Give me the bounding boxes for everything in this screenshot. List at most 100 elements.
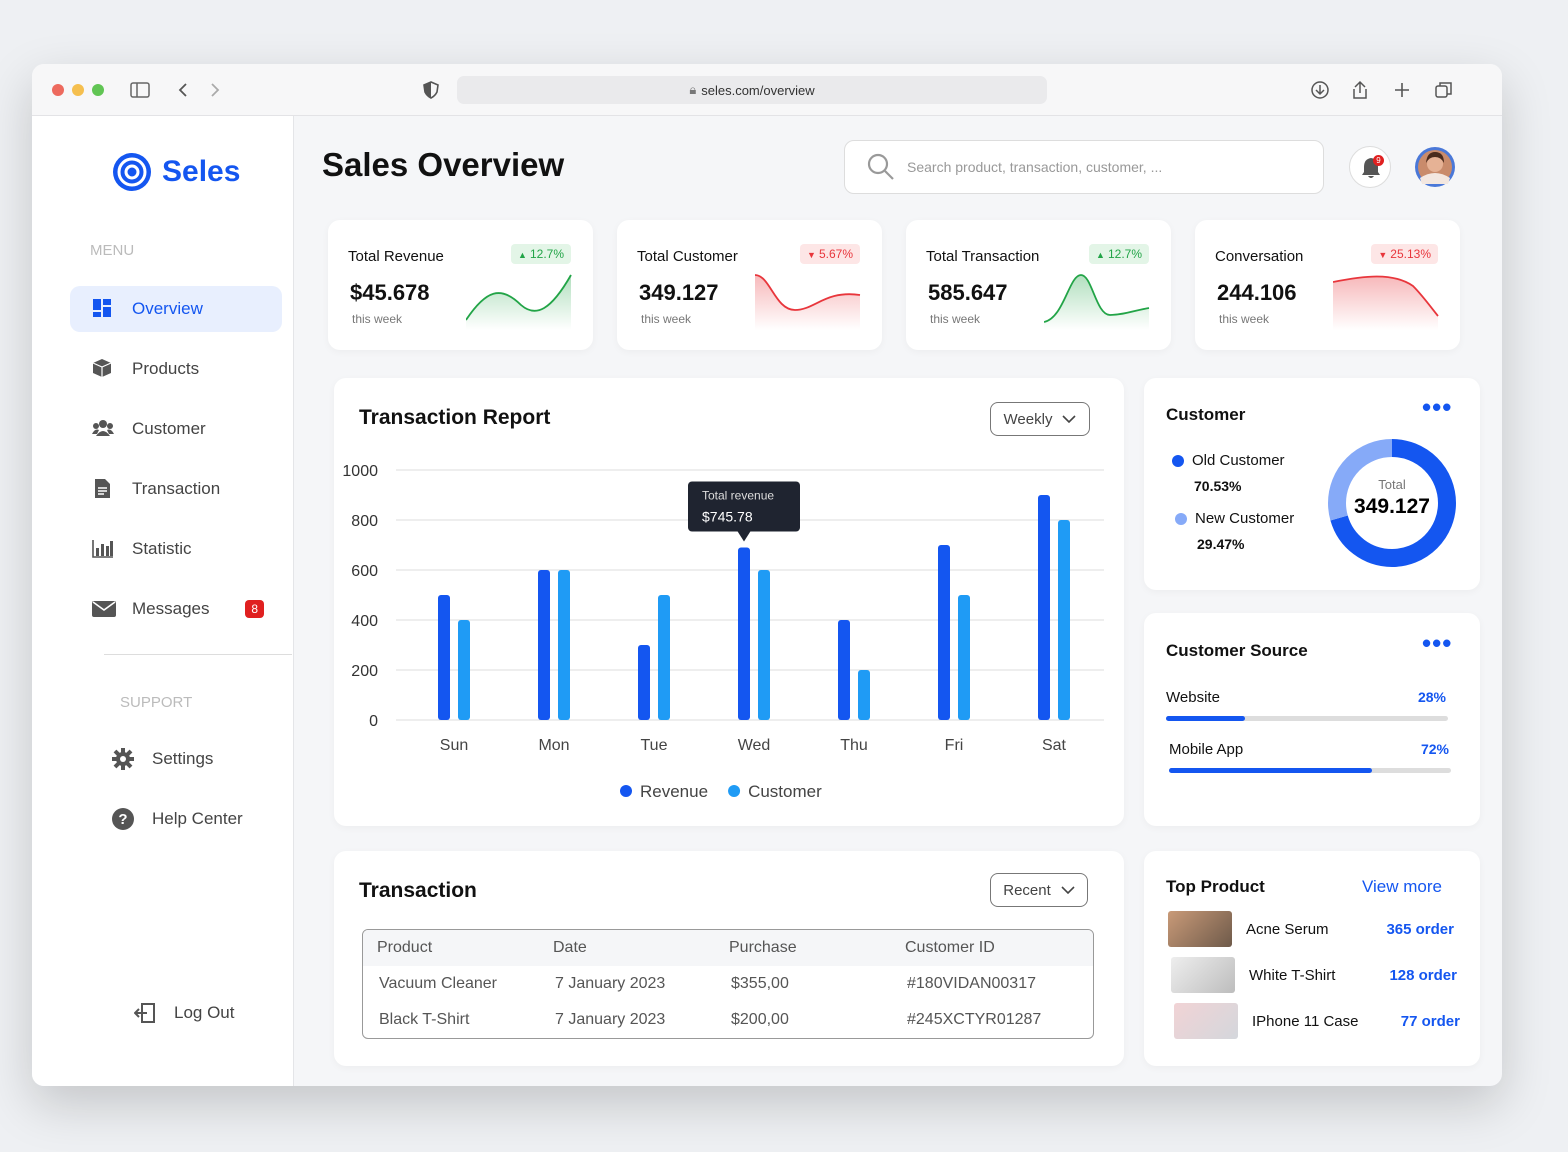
menu-item[interactable]: Statistic: [70, 526, 282, 572]
bar: [638, 645, 650, 720]
top-product-card: Top Product View more Acne Serum 365 orde…: [1144, 851, 1480, 1066]
tooltip-title: Total revenue: [702, 489, 774, 503]
legend-value: 29.47%: [1197, 536, 1245, 552]
period-select[interactable]: Weekly: [990, 402, 1090, 436]
tooltip: Total revenue $745.78: [688, 481, 800, 542]
support-item[interactable]: ? Help Center: [90, 796, 282, 842]
tooltip-value: $745.78: [702, 509, 753, 525]
menu-item[interactable]: Customer: [70, 406, 282, 452]
product-image: [1168, 911, 1232, 947]
menu-label: Products: [132, 359, 200, 378]
shield-icon: [423, 81, 439, 99]
lock-icon: 🔒︎: [689, 82, 697, 97]
menu-item[interactable]: Products: [70, 346, 282, 392]
nav-buttons[interactable]: [130, 80, 240, 100]
donut-chart: Total 349.127: [1328, 439, 1456, 567]
bar: [1058, 520, 1070, 720]
logout[interactable]: Log Out: [112, 990, 282, 1036]
menu-item[interactable]: Overview: [70, 286, 282, 332]
menu-label: Messages: [132, 599, 210, 618]
table-cell: #245XCTYR01287: [907, 1011, 1042, 1028]
menu-item[interactable]: Transaction: [70, 466, 282, 512]
page-title: Sales Overview: [322, 146, 565, 183]
table-cell: $355,00: [731, 975, 789, 992]
product-image: [1174, 1003, 1238, 1039]
spark-line: [1044, 274, 1150, 323]
stat-value: $45.678: [350, 280, 430, 305]
bar: [1038, 495, 1050, 720]
legend-dot: [1175, 513, 1187, 525]
stat-change: ▼ 25.13%: [1371, 244, 1438, 264]
trend-arrow: ▲: [1096, 250, 1105, 260]
source-name: Mobile App: [1169, 741, 1244, 758]
more-button[interactable]: •••: [1422, 628, 1453, 658]
menu-label: Overview: [132, 299, 203, 318]
stat-value: 349.127: [639, 280, 719, 305]
customer-title: Customer: [1166, 405, 1246, 424]
menu-heading: MENU: [90, 242, 135, 259]
address-bar[interactable]: 🔒︎ seles.com/overview: [457, 76, 1047, 104]
search-icon: [867, 153, 894, 180]
column-header: Product: [377, 939, 433, 956]
legend-dot: [1172, 455, 1184, 467]
change-value: 25.13%: [1390, 247, 1431, 261]
x-tick-label: Sat: [1042, 737, 1067, 754]
menu-label: Transaction: [132, 479, 221, 498]
stat-card: Conversation ▼ 25.13% 244.106 this week: [1195, 220, 1460, 350]
y-tick-label: 1000: [342, 463, 378, 480]
change-value: 5.67%: [818, 247, 853, 261]
notification-button[interactable]: 9: [1349, 146, 1391, 188]
legend-swatch: [620, 785, 632, 797]
transaction-card: Transaction Recent Product Date Purchase Cu…: [334, 851, 1124, 1066]
column-header: Purchase: [729, 939, 797, 956]
brand[interactable]: Seles: [112, 152, 240, 192]
search-box[interactable]: Search product, transaction, customer, .…: [844, 140, 1324, 194]
x-tick-label: Fri: [945, 737, 964, 754]
chevron: [1061, 886, 1075, 894]
x-tick-label: Thu: [840, 737, 868, 754]
view-more-link[interactable]: View more: [1362, 877, 1442, 896]
trend-arrow: ▼: [807, 250, 816, 260]
stat-card: Total Transaction ▲ 12.7% 585.647 this week: [906, 220, 1171, 350]
source-value: 72%: [1420, 741, 1449, 757]
tooltip-box: [688, 481, 800, 532]
stat-period: this week: [1219, 312, 1270, 326]
product-orders[interactable]: 365 order: [1386, 921, 1454, 938]
product-name: Acne Serum: [1246, 921, 1329, 938]
column-header: Date: [553, 939, 587, 956]
avatar[interactable]: [1414, 146, 1456, 188]
top-product-title: Top Product: [1166, 877, 1265, 896]
product-orders[interactable]: 128 order: [1389, 967, 1457, 984]
filter-label: Recent: [1003, 881, 1051, 899]
support-label: Help Center: [152, 809, 243, 828]
bar: [858, 670, 870, 720]
source-value: 28%: [1417, 689, 1446, 705]
stat-value: 585.647: [928, 280, 1008, 305]
stat-change: ▼ 5.67%: [800, 244, 860, 264]
url: seles.com/overview: [701, 82, 815, 98]
menu-icon: [93, 299, 111, 317]
y-tick-label: 800: [351, 513, 378, 530]
legend-name: New Customer: [1195, 510, 1295, 527]
product-orders[interactable]: 77 order: [1400, 1013, 1460, 1030]
bar: [558, 570, 570, 720]
filter-select[interactable]: Recent: [990, 873, 1088, 907]
period-label: Weekly: [1003, 410, 1053, 428]
sparkline: [466, 274, 572, 330]
customer-source-card: Customer Source ••• Website 28% Mobile App…: [1144, 613, 1480, 826]
stat-period: this week: [352, 312, 403, 326]
bar: [958, 595, 970, 720]
sidebar: Seles MENU Overview Products Customer Trans…: [32, 116, 294, 1086]
window-controls[interactable]: [50, 82, 130, 98]
menu-item[interactable]: Messages 8: [70, 586, 282, 632]
more-button[interactable]: •••: [1422, 392, 1453, 422]
column-header: Customer ID: [905, 939, 995, 956]
legend-label: Revenue: [640, 782, 708, 801]
transaction-table: Product Date Purchase Customer ID Vacuum Cle…: [362, 929, 1094, 1039]
product-name: IPhone 11 Case: [1252, 1013, 1359, 1030]
support-item[interactable]: Settings: [90, 736, 282, 782]
browser-actions[interactable]: [1310, 80, 1460, 100]
y-tick-label: 0: [369, 713, 378, 730]
notification-badge: 9: [1373, 155, 1384, 166]
spark-area: [1333, 276, 1438, 330]
